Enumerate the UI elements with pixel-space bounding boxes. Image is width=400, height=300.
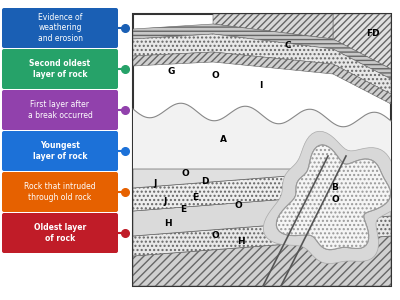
Text: Youngest
layer of rock: Youngest layer of rock: [33, 141, 87, 161]
Text: FD: FD: [366, 29, 380, 38]
FancyBboxPatch shape: [2, 213, 118, 253]
Text: J: J: [163, 196, 167, 206]
Text: Oldest layer
of rock: Oldest layer of rock: [34, 223, 86, 243]
Text: First layer after
a break occurred: First layer after a break occurred: [28, 100, 92, 120]
Text: C: C: [285, 41, 291, 50]
Text: O: O: [331, 194, 339, 203]
Polygon shape: [333, 14, 391, 69]
Text: O: O: [234, 202, 242, 211]
Text: Evidence of
weathering
and erosion: Evidence of weathering and erosion: [38, 13, 82, 43]
Polygon shape: [133, 236, 391, 286]
Polygon shape: [133, 24, 391, 79]
Text: H: H: [237, 236, 245, 245]
Text: O: O: [211, 232, 219, 241]
Bar: [133, 14, 391, 286]
Text: A: A: [220, 134, 226, 143]
FancyBboxPatch shape: [2, 172, 118, 212]
Text: E: E: [180, 206, 186, 214]
Polygon shape: [133, 52, 391, 104]
Polygon shape: [276, 145, 390, 250]
Text: D: D: [201, 176, 209, 185]
FancyBboxPatch shape: [2, 90, 118, 130]
Text: Rock that intruded
through old rock: Rock that intruded through old rock: [24, 182, 96, 202]
Polygon shape: [133, 168, 391, 211]
FancyBboxPatch shape: [2, 131, 118, 171]
Polygon shape: [133, 34, 391, 94]
Text: J: J: [153, 178, 157, 188]
Polygon shape: [133, 191, 391, 236]
Text: O: O: [211, 71, 219, 80]
FancyBboxPatch shape: [2, 49, 118, 89]
Polygon shape: [133, 216, 391, 256]
Polygon shape: [213, 14, 333, 39]
Bar: [133, 14, 391, 286]
Text: Second oldest
layer of rock: Second oldest layer of rock: [30, 59, 90, 79]
FancyBboxPatch shape: [2, 8, 118, 48]
Polygon shape: [263, 131, 400, 263]
Polygon shape: [133, 103, 391, 169]
Text: O: O: [181, 169, 189, 178]
Text: I: I: [259, 82, 263, 91]
Polygon shape: [276, 145, 390, 250]
Text: G: G: [167, 67, 175, 76]
Text: B: B: [332, 182, 338, 191]
Text: H: H: [164, 220, 172, 229]
Polygon shape: [133, 168, 391, 188]
Text: E: E: [192, 194, 198, 202]
